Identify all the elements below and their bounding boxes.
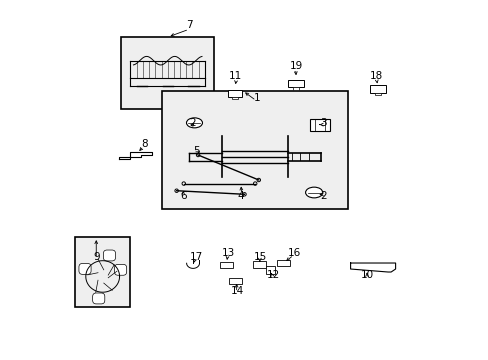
Bar: [229, 278, 242, 284]
FancyBboxPatch shape: [92, 293, 104, 304]
Text: 13: 13: [222, 248, 235, 258]
FancyBboxPatch shape: [103, 250, 115, 261]
Text: 3: 3: [319, 118, 325, 128]
Text: 5: 5: [193, 147, 199, 157]
Circle shape: [257, 178, 260, 182]
Bar: [369, 85, 385, 93]
FancyBboxPatch shape: [79, 264, 91, 274]
Text: 2: 2: [319, 191, 325, 201]
Bar: [288, 80, 304, 87]
Bar: [374, 93, 380, 95]
Text: 12: 12: [266, 270, 279, 280]
Circle shape: [253, 182, 256, 185]
Text: 17: 17: [189, 252, 203, 262]
Bar: [265, 266, 274, 274]
Text: 1: 1: [253, 93, 260, 103]
Text: 19: 19: [289, 61, 302, 71]
Bar: [309, 119, 329, 131]
Circle shape: [175, 189, 178, 193]
Text: 18: 18: [369, 71, 383, 81]
Bar: [232, 97, 238, 99]
Bar: [162, 91, 347, 208]
Circle shape: [196, 153, 200, 157]
Text: 14: 14: [230, 286, 244, 296]
Text: 4: 4: [237, 191, 244, 201]
Text: 2: 2: [189, 118, 196, 128]
Bar: [276, 260, 289, 266]
Circle shape: [242, 193, 246, 196]
Bar: [220, 262, 233, 268]
Bar: [253, 261, 266, 268]
FancyBboxPatch shape: [114, 264, 126, 275]
Bar: [292, 87, 299, 90]
Text: 16: 16: [287, 248, 301, 258]
Bar: [75, 237, 130, 307]
Text: 10: 10: [361, 270, 373, 280]
Bar: [227, 90, 242, 97]
Text: 8: 8: [141, 139, 147, 149]
Ellipse shape: [186, 118, 202, 128]
Text: 6: 6: [180, 191, 187, 201]
Bar: [121, 37, 214, 109]
Ellipse shape: [305, 187, 322, 198]
Circle shape: [182, 182, 185, 185]
Text: 11: 11: [228, 71, 242, 81]
Text: 7: 7: [185, 19, 192, 30]
Text: 9: 9: [93, 252, 100, 262]
Text: 15: 15: [253, 252, 266, 262]
